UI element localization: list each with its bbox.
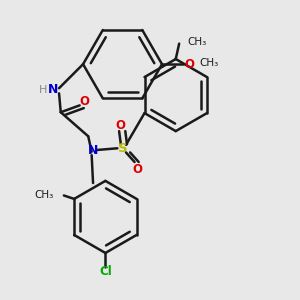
Text: CH₃: CH₃ <box>200 58 219 68</box>
Text: O: O <box>184 58 194 71</box>
Text: N: N <box>88 143 99 157</box>
Text: H: H <box>39 85 47 95</box>
Text: Cl: Cl <box>99 265 112 278</box>
Text: CH₃: CH₃ <box>34 190 54 200</box>
Text: O: O <box>116 119 126 132</box>
Text: O: O <box>79 95 89 108</box>
Text: CH₃: CH₃ <box>188 37 207 47</box>
Text: S: S <box>118 142 128 155</box>
Text: N: N <box>48 83 58 96</box>
Text: O: O <box>132 163 142 176</box>
